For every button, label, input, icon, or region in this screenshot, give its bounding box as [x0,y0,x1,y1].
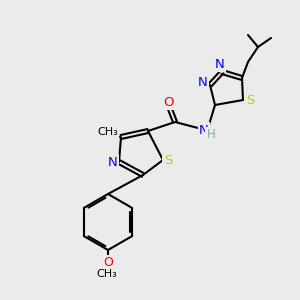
Text: N: N [108,155,118,169]
Text: S: S [164,154,172,166]
Text: O: O [103,256,113,269]
Text: N: N [215,58,225,70]
Text: CH₃: CH₃ [97,269,117,279]
Text: CH₃: CH₃ [98,127,118,137]
Text: S: S [246,94,254,106]
Text: O: O [163,95,173,109]
Text: H: H [207,128,215,142]
Text: N: N [199,124,209,136]
Text: N: N [198,76,208,89]
